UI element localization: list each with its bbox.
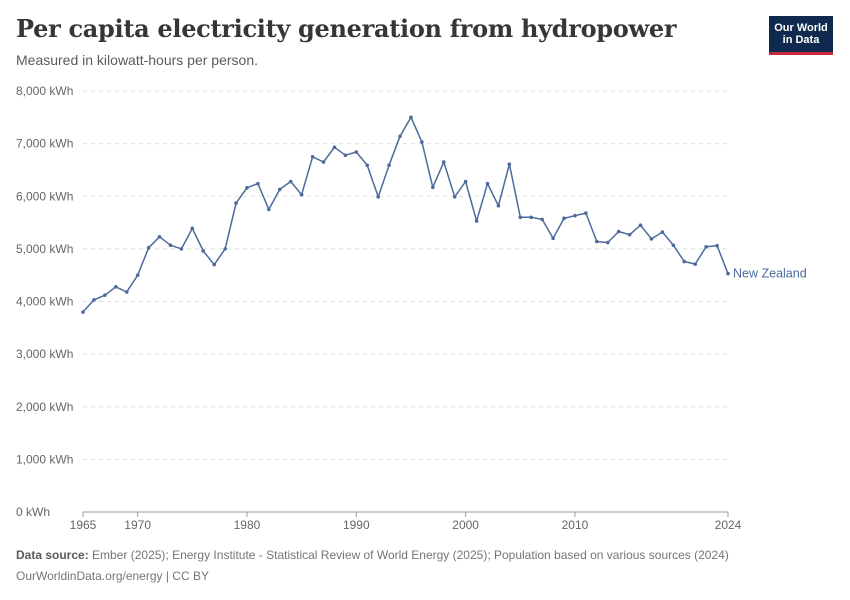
data-point bbox=[420, 140, 424, 144]
data-point bbox=[540, 217, 544, 222]
data-point bbox=[529, 215, 534, 220]
data-point bbox=[627, 232, 632, 237]
data-point bbox=[190, 226, 195, 231]
data-point bbox=[671, 243, 676, 247]
data-source: Data source: Ember (2025); Energy Instit… bbox=[16, 548, 729, 562]
y-tick-label: 4,000 kWh bbox=[16, 295, 73, 309]
x-tick-label: 2000 bbox=[452, 518, 479, 532]
data-point bbox=[605, 240, 610, 245]
data-point bbox=[310, 154, 315, 159]
logo-line-1: Our World bbox=[774, 22, 828, 34]
data-point bbox=[551, 236, 555, 241]
data-source-label: Data source: bbox=[16, 548, 89, 562]
data-point bbox=[113, 284, 118, 289]
y-tick-label: 8,000 kWh bbox=[16, 84, 73, 98]
credit-link[interactable]: OurWorldinData.org/energy | CC BY bbox=[16, 569, 209, 583]
data-point bbox=[92, 298, 96, 302]
x-tick-label: 2010 bbox=[562, 518, 589, 532]
data-point bbox=[726, 271, 730, 276]
data-point bbox=[168, 243, 173, 247]
logo-line-2: in Data bbox=[782, 34, 820, 46]
y-tick-label: 6,000 kWh bbox=[16, 189, 73, 203]
data-point bbox=[496, 203, 501, 208]
data-point bbox=[103, 293, 107, 297]
data-point bbox=[463, 179, 468, 184]
data-point bbox=[452, 194, 457, 199]
data-point bbox=[431, 185, 435, 190]
data-point bbox=[146, 246, 151, 250]
data-point bbox=[441, 160, 446, 164]
data-point bbox=[288, 179, 293, 184]
x-tick-label: 1990 bbox=[343, 518, 370, 532]
series-label: New Zealand bbox=[733, 267, 807, 281]
data-point bbox=[267, 207, 271, 212]
data-point bbox=[124, 290, 129, 294]
data-point bbox=[201, 249, 206, 253]
data-point bbox=[474, 219, 479, 223]
y-tick-label: 1,000 kWh bbox=[16, 452, 73, 466]
data-point bbox=[343, 153, 348, 158]
data-point bbox=[376, 194, 380, 199]
data-point bbox=[223, 247, 227, 251]
data-point bbox=[299, 192, 304, 197]
data-point bbox=[595, 239, 599, 244]
data-point bbox=[715, 243, 719, 248]
data-point bbox=[660, 230, 665, 234]
data-point bbox=[365, 163, 370, 168]
data-point bbox=[485, 181, 490, 186]
data-point bbox=[518, 215, 523, 220]
data-point bbox=[321, 160, 326, 164]
data-point bbox=[398, 134, 402, 139]
data-point bbox=[507, 162, 512, 166]
x-tick-label: 2024 bbox=[715, 518, 742, 532]
data-point bbox=[387, 163, 391, 168]
data-point bbox=[616, 229, 621, 234]
x-tick-label: 1965 bbox=[70, 518, 97, 532]
data-point bbox=[256, 181, 260, 186]
x-tick-label: 1970 bbox=[124, 518, 151, 532]
data-point bbox=[704, 244, 708, 249]
data-point bbox=[245, 186, 249, 190]
data-point bbox=[135, 273, 140, 277]
data-point bbox=[157, 234, 162, 239]
data-point bbox=[649, 237, 654, 241]
data-point bbox=[409, 115, 413, 120]
data-point bbox=[562, 216, 566, 221]
data-point bbox=[212, 262, 216, 267]
data-point bbox=[81, 310, 85, 314]
y-tick-label: 3,000 kWh bbox=[16, 347, 73, 361]
owid-logo[interactable]: Our World in Data bbox=[769, 16, 833, 55]
data-point bbox=[638, 223, 643, 227]
data-point bbox=[573, 213, 577, 218]
chart-title: Per capita electricity generation from h… bbox=[16, 14, 677, 43]
data-point bbox=[682, 259, 687, 264]
y-tick-label: 7,000 kWh bbox=[16, 137, 73, 151]
series-line bbox=[82, 116, 729, 313]
data-source-text: Ember (2025); Energy Institute - Statist… bbox=[92, 548, 729, 562]
data-point bbox=[179, 247, 184, 251]
y-tick-label: 5,000 kWh bbox=[16, 242, 73, 256]
x-tick-label: 1980 bbox=[234, 518, 261, 532]
data-point bbox=[584, 211, 588, 215]
data-point bbox=[354, 150, 359, 154]
data-point bbox=[234, 201, 238, 205]
y-tick-label: 0 kWh bbox=[16, 505, 50, 519]
data-point bbox=[693, 262, 698, 266]
data-point bbox=[332, 145, 337, 150]
y-tick-label: 2,000 kWh bbox=[16, 400, 73, 414]
data-point bbox=[277, 187, 282, 192]
chart-subtitle: Measured in kilowatt-hours per person. bbox=[16, 52, 259, 68]
